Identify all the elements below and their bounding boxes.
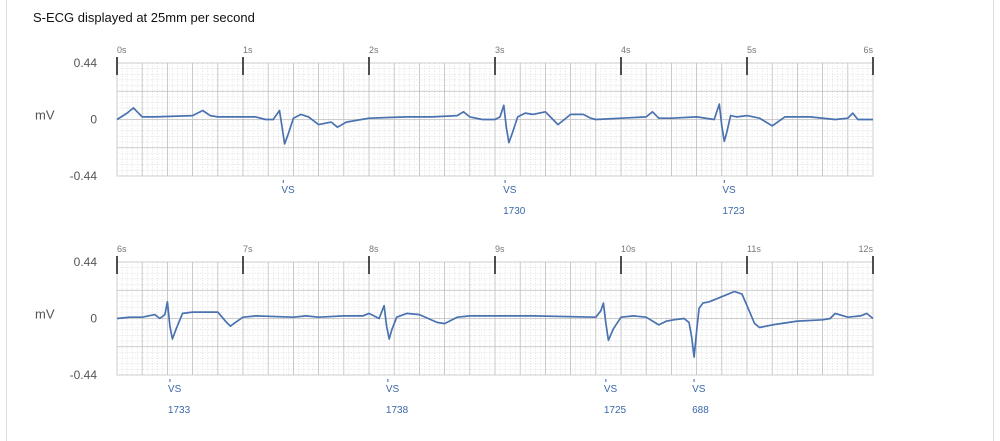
rr-interval-label: 1733 (168, 405, 191, 416)
ecg-report-frame (6, 0, 994, 441)
rr-interval-label: 1738 (386, 405, 409, 416)
x-tick-label: 11s (747, 244, 761, 254)
beat-marker-label: VS (168, 384, 182, 395)
x-tick-label: 4s (621, 45, 631, 55)
beat-marker-label: VS (692, 384, 706, 395)
y-tick-label: -0.44 (70, 169, 98, 183)
rr-interval-label: 1730 (503, 206, 526, 217)
y-tick-label: 0 (90, 113, 97, 127)
x-tick-label: 3s (495, 45, 505, 55)
x-tick-label: 6s (863, 45, 873, 55)
x-tick-label: 9s (495, 244, 505, 254)
ecg-trace (116, 290, 874, 358)
beat-marker-label: VS (722, 185, 736, 196)
beat-marker-label: VS (386, 384, 400, 395)
x-tick-label: 0s (117, 45, 127, 55)
beat-marker-label: VS (281, 185, 295, 196)
x-tick-label: 2s (369, 45, 379, 55)
x-tick-label: 6s (117, 244, 127, 254)
ecg-trace (116, 103, 873, 145)
page-title: S-ECG displayed at 25mm per second (33, 10, 255, 25)
x-tick-label: 5s (747, 45, 757, 55)
y-tick-label: 0.44 (74, 56, 98, 70)
y-tick-label: 0 (90, 312, 97, 326)
ecg-strip-1: 0s 1s 2s 3s 4s 5s 6s 0.44 0 -0.44 mV VS VS 1730 VS 1723 (35, 45, 874, 217)
y-tick-label: -0.44 (70, 368, 98, 382)
major-grid (117, 262, 873, 375)
rr-interval-label: 1725 (604, 405, 627, 416)
x-tick-label: 7s (243, 244, 253, 254)
y-axis-label: mV (35, 307, 55, 322)
rr-interval-label: 1723 (722, 206, 745, 217)
x-tick-label: 12s (858, 244, 873, 254)
beat-marker-label: VS (604, 384, 618, 395)
x-tick-label: 10s (621, 244, 636, 254)
y-tick-label: 0.44 (74, 255, 98, 269)
ecg-strip-2: 6s 7s 8s 9s 10s 11s 12s 0.44 0 -0.44 mV VS 1733 VS 173… (35, 244, 874, 416)
x-tick-label: 1s (243, 45, 253, 55)
y-axis-label: mV (35, 108, 55, 123)
beat-marker-label: VS (503, 185, 517, 196)
x-tick-label: 8s (369, 244, 379, 254)
rr-interval-label: 688 (692, 405, 709, 416)
